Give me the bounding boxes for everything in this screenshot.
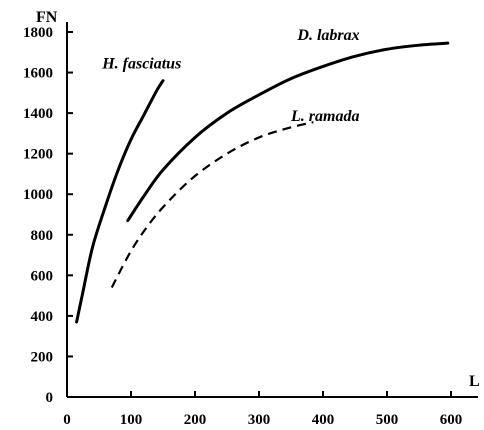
y-tick-label: 1600 <box>23 66 53 82</box>
series-label-d-labrax: D. labrax <box>296 27 359 44</box>
x-tick-label: 600 <box>440 412 463 428</box>
y-tick-label: 600 <box>31 268 54 284</box>
y-tick-label: 0 <box>46 390 54 406</box>
axes <box>66 22 478 398</box>
y-tick-label: 800 <box>31 228 54 244</box>
y-tick-label: 400 <box>31 309 54 325</box>
x-tick-label: 300 <box>248 412 271 428</box>
x-tick-label: 0 <box>63 412 71 428</box>
series-label-l-ramada: L. ramada <box>290 108 359 125</box>
y-tick-label: 1800 <box>23 25 53 41</box>
x-tick-label: 500 <box>376 412 399 428</box>
series-line-h-fasciatus <box>75 79 165 324</box>
y-axis-title: FN <box>36 9 58 26</box>
series-labels: H. fasciatus D. labrax L. ramada <box>101 27 359 125</box>
y-tick-label: 1400 <box>23 106 53 122</box>
x-axis-title: L <box>469 373 480 390</box>
y-tick-label: 1000 <box>23 187 53 203</box>
series-line-l-ramada <box>110 121 314 289</box>
x-tick-label: 100 <box>120 412 143 428</box>
x-tick-label: 400 <box>312 412 335 428</box>
y-tick-label: 200 <box>31 349 54 365</box>
series-label-h-fasciatus: H. fasciatus <box>101 56 181 73</box>
y-tick-label: 1200 <box>23 147 53 163</box>
series-group <box>75 41 450 324</box>
ticks: 0 200 400 600 800 1000 1200 1400 1600 1800 0 100 200… <box>23 25 462 428</box>
series-line-d-labrax <box>126 41 450 223</box>
x-tick-label: 200 <box>184 412 207 428</box>
